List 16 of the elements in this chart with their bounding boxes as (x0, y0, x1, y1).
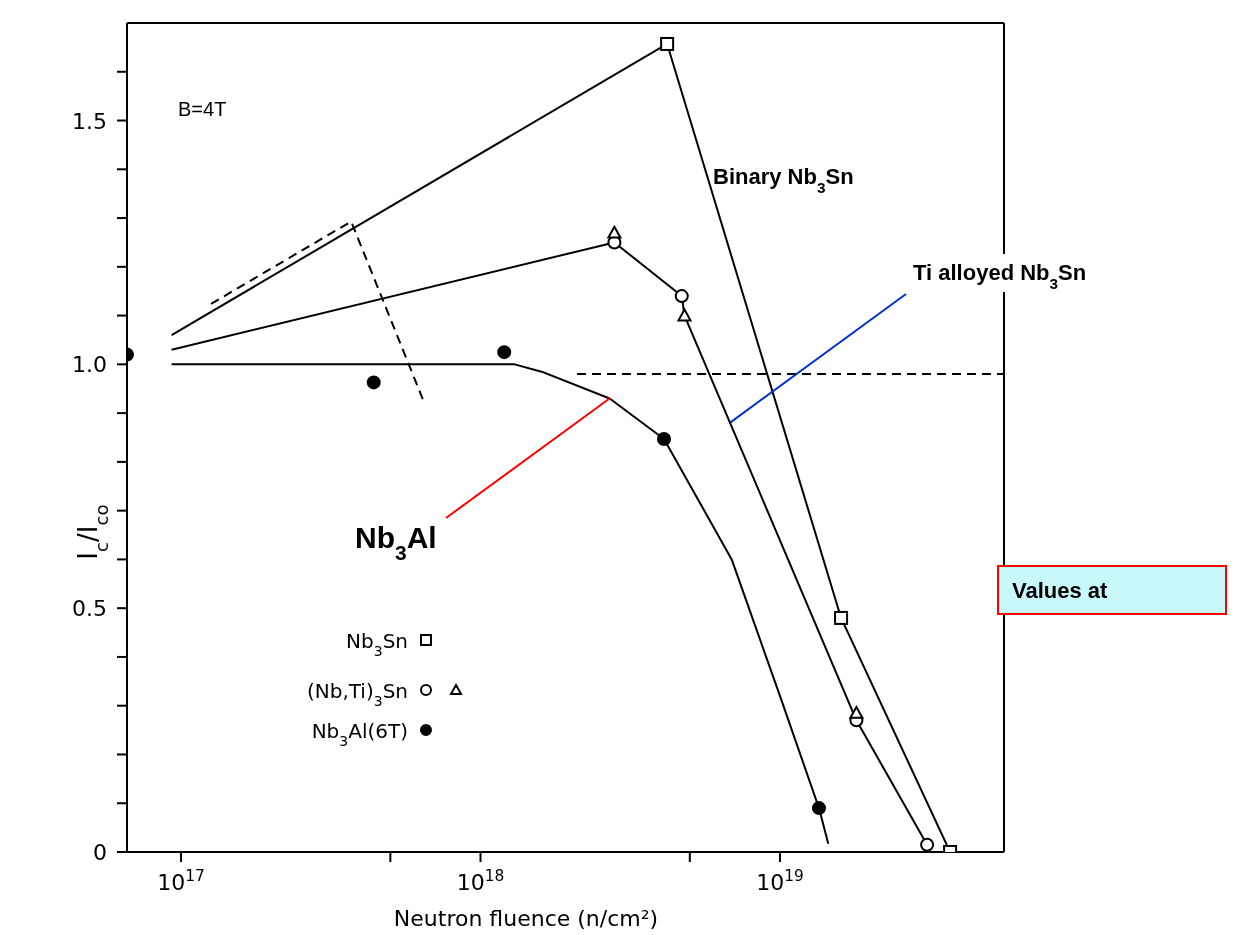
text: Values at (1012, 578, 1109, 603)
y-tick-label: 0 (93, 840, 107, 865)
legend-label: (Nb,Ti)$_{3}$Sn (306, 679, 408, 709)
annotation: Ti alloyed Nb$_{3}$Sn (913, 260, 1087, 292)
annotation: B=4T (178, 98, 227, 120)
x-tick-label: 10$^{18}$ (456, 867, 505, 895)
y-tick-label: 1.0 (72, 352, 107, 378)
y-tick-label: 1.5 (72, 108, 107, 134)
x-tick-label: 10$^{17}$ (157, 867, 205, 895)
annotation: Nb$_{3}$Al (355, 521, 437, 564)
annotation: Binary Nb$_{3}$Sn (713, 164, 854, 196)
y-tick-label: 0.5 (72, 596, 107, 622)
x-tick-label: 10$^{19}$ (756, 867, 804, 895)
x-axis-title: Neutron fluence (n/cm²) (393, 906, 659, 931)
legend-label: Nb$_{3}$Sn (346, 629, 408, 659)
legend-label: Nb$_{3}$Al(6T) (311, 719, 408, 749)
